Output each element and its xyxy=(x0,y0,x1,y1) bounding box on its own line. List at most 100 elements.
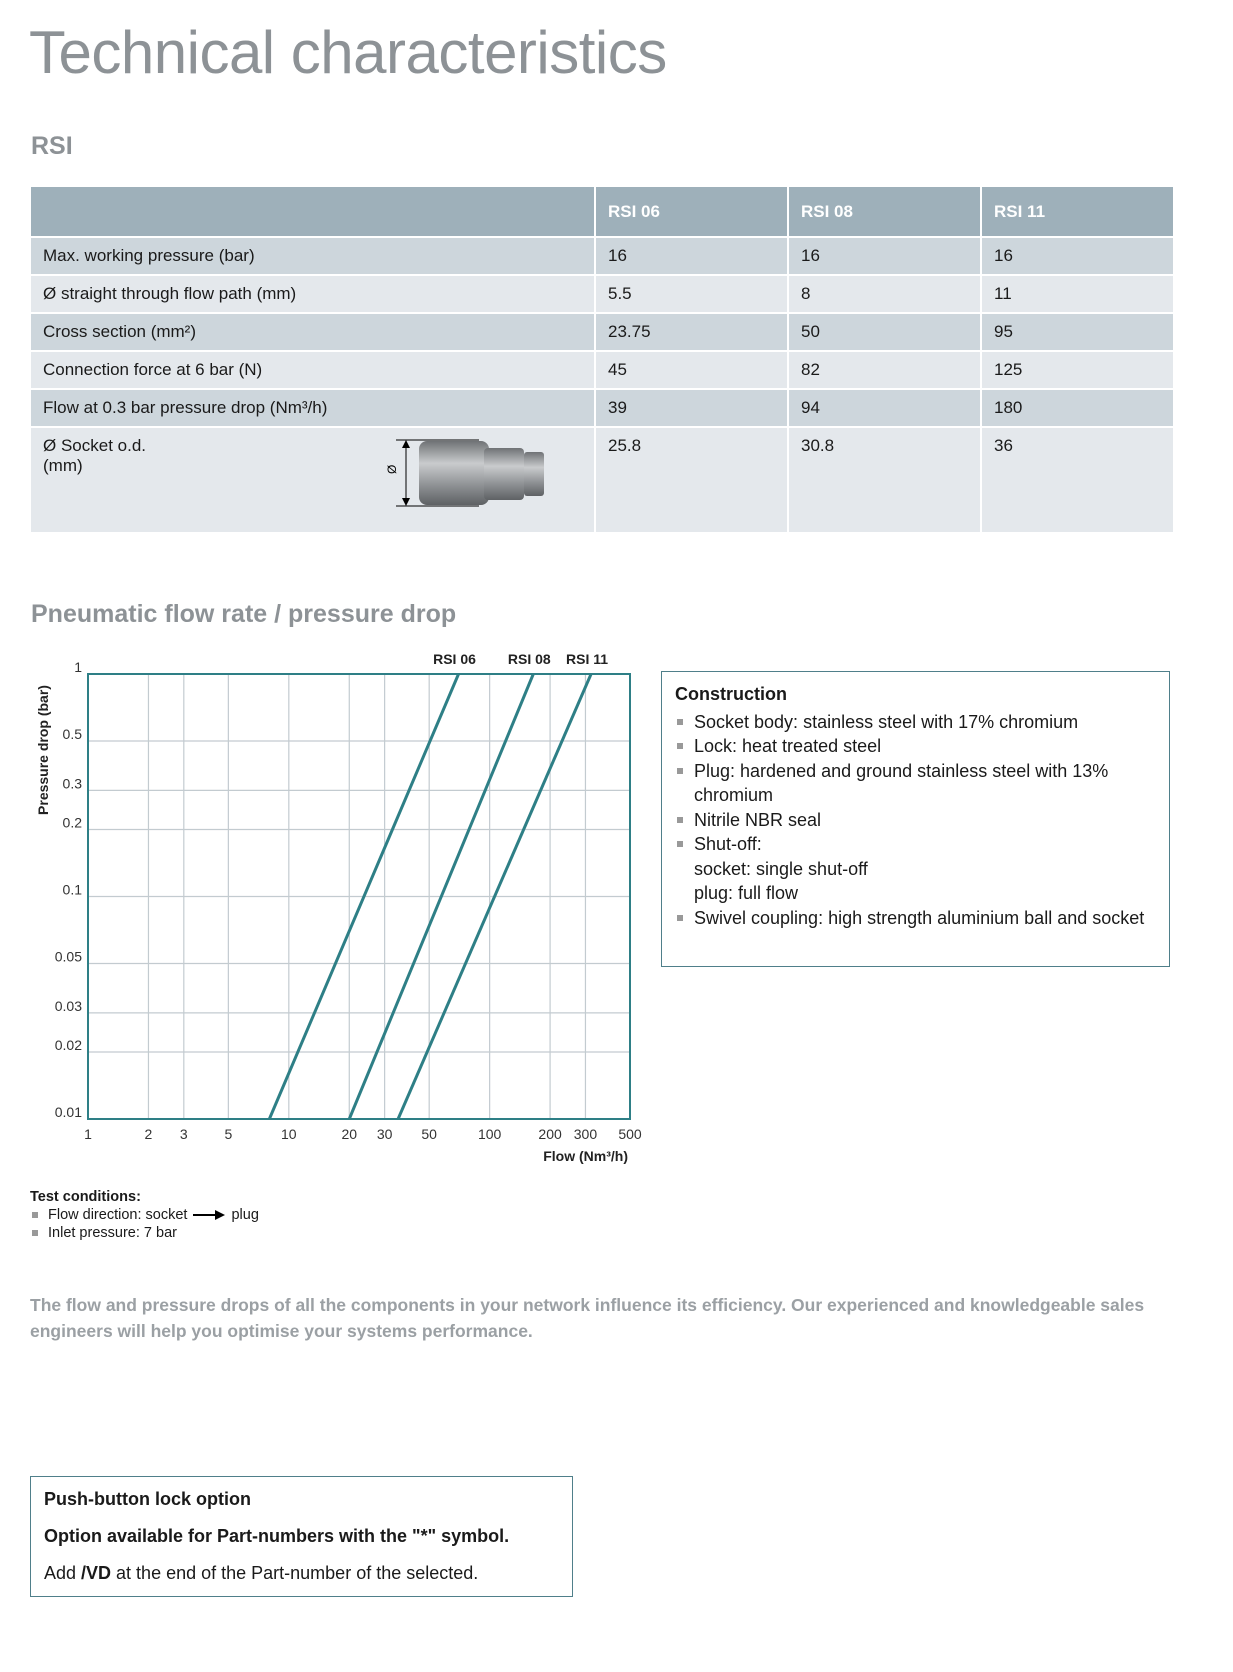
list-item: Swivel coupling: high strength aluminium… xyxy=(675,906,1156,931)
x-tick-label: 50 xyxy=(421,1126,437,1142)
label-cell: Max. working pressure (bar) xyxy=(31,236,595,275)
series-label: RSI 11 xyxy=(566,651,608,667)
label-cell: Cross section (mm²) xyxy=(31,312,595,351)
socket-label-1: Ø Socket o.d. xyxy=(43,436,146,455)
header-cell: RSI 06 xyxy=(594,187,788,237)
table-row: Ø straight through flow path (mm) 5.5 8 11 xyxy=(31,274,1173,313)
list-item: Plug: hardened and ground stainless stee… xyxy=(675,759,1156,808)
y-tick-label: 0.3 xyxy=(63,775,83,791)
series-label: RSI 08 xyxy=(508,651,551,667)
y-tick-label: 0.02 xyxy=(55,1037,82,1053)
label-cell: Ø Socket o.d. (mm) Ø xyxy=(31,426,595,532)
value-cell: 82 xyxy=(787,350,981,389)
y-tick-label: 0.5 xyxy=(63,726,83,742)
list-item: Shut-off: xyxy=(675,832,1156,857)
x-axis-label: Flow (Nm³/h) xyxy=(543,1148,628,1164)
table-row: Flow at 0.3 bar pressure drop (Nm³/h) 39 9… xyxy=(31,388,1173,427)
series-label: RSI 06 xyxy=(433,651,476,667)
y-tick-label: 0.03 xyxy=(55,998,82,1014)
label-cell: Connection force at 6 bar (N) xyxy=(31,350,595,389)
y-tick-label: 0.05 xyxy=(55,948,82,964)
value-cell: 16 xyxy=(594,236,788,275)
text: at the end of the Part-number of the sel… xyxy=(111,1563,479,1583)
push-button-instructions: Add /VD at the end of the Part-number of… xyxy=(44,1563,559,1584)
svg-text:Ø: Ø xyxy=(385,465,399,474)
table-row: Max. working pressure (bar) 16 16 16 xyxy=(31,236,1173,275)
value-cell: 125 xyxy=(980,350,1173,389)
value-cell: 30.8 xyxy=(787,426,981,532)
value-cell: 16 xyxy=(980,236,1173,275)
header-cell xyxy=(31,187,595,237)
table-row: Ø Socket o.d. (mm) Ø 25.8 30.8 36 xyxy=(31,426,1173,532)
list-item: Inlet pressure: 7 bar xyxy=(30,1224,259,1242)
push-button-box: Push-button lock option Option available… xyxy=(30,1476,573,1597)
push-button-title: Push-button lock option xyxy=(44,1489,251,1509)
page-title: Technical characteristics xyxy=(29,19,667,86)
list-item: socket: single shut-off xyxy=(694,858,868,879)
efficiency-note: The flow and pressure drops of all the c… xyxy=(30,1295,1145,1341)
x-tick-label: 1 xyxy=(84,1126,92,1142)
value-cell: 50 xyxy=(787,312,981,351)
list-item: plug: full flow xyxy=(694,883,799,903)
label-cell: Flow at 0.3 bar pressure drop (Nm³/h) xyxy=(31,388,595,427)
header-cell: RSI 11 xyxy=(980,187,1173,237)
list-item: Socket body: stainless steel with 17% ch… xyxy=(675,710,1156,735)
value-cell: 180 xyxy=(980,388,1173,427)
value-cell: 95 xyxy=(980,312,1173,351)
series-line-rsi-06 xyxy=(267,673,460,1120)
x-tick-label: 3 xyxy=(180,1126,188,1142)
socket-label-2: (mm) xyxy=(43,456,83,475)
header-cell: RSI 08 xyxy=(787,187,981,237)
test-conditions: Test conditions: Flow direction: socket … xyxy=(30,1188,259,1242)
series-line-rsi-08 xyxy=(347,673,535,1120)
value-cell: 8 xyxy=(787,274,981,313)
value-cell: 16 xyxy=(787,236,981,275)
socket-image: Ø xyxy=(385,439,544,507)
x-tick-label: 20 xyxy=(341,1126,357,1142)
series-line-rsi-11 xyxy=(396,673,593,1120)
value-cell: 94 xyxy=(787,388,981,427)
y-tick-label: 0.01 xyxy=(55,1104,82,1120)
value-cell: 39 xyxy=(594,388,788,427)
x-tick-label: 200 xyxy=(538,1126,562,1142)
x-tick-label: 30 xyxy=(377,1126,393,1142)
part-code: /VD xyxy=(81,1563,112,1583)
value-cell: 36 xyxy=(980,426,1173,532)
flow-direction-text: Flow direction: socket xyxy=(48,1207,188,1223)
y-tick-label: 0.2 xyxy=(63,815,83,831)
list-item: Flow direction: socket plug xyxy=(30,1206,259,1224)
value-cell: 5.5 xyxy=(594,274,788,313)
x-tick-label: 5 xyxy=(224,1126,232,1142)
push-button-availability: Option available for Part-numbers with t… xyxy=(44,1526,510,1546)
y-tick-label: 1 xyxy=(74,659,82,675)
table-header-row: RSI 06 RSI 08 RSI 11 xyxy=(31,187,1173,237)
x-tick-label: 100 xyxy=(478,1126,502,1142)
label-cell: Ø straight through flow path (mm) xyxy=(31,274,595,313)
specs-table: RSI 06 RSI 08 RSI 11 Max. working pressu… xyxy=(31,187,1173,532)
value-cell: 25.8 xyxy=(594,426,788,532)
list-item: Nitrile NBR seal xyxy=(675,808,1156,833)
value-cell: 11 xyxy=(980,274,1173,313)
arrow-right-icon xyxy=(193,1210,226,1221)
x-tick-label: 500 xyxy=(618,1126,642,1142)
value-cell: 45 xyxy=(594,350,788,389)
test-conditions-title: Test conditions: xyxy=(30,1189,141,1205)
y-axis-label: Pressure drop (bar) xyxy=(35,685,51,815)
plot-frame xyxy=(87,673,631,1120)
table-row: Cross section (mm²) 23.75 50 95 xyxy=(31,312,1173,351)
x-tick-label: 10 xyxy=(281,1126,297,1142)
construction-box: Construction Socket body: stainless stee… xyxy=(661,671,1170,967)
text: Add xyxy=(44,1563,82,1583)
chart-title: Pneumatic flow rate / pressure drop xyxy=(31,600,457,628)
section-title: RSI xyxy=(31,132,73,160)
list-item: Lock: heat treated steel xyxy=(675,734,1156,759)
construction-title: Construction xyxy=(675,684,787,704)
x-tick-label: 2 xyxy=(145,1126,153,1142)
construction-list: Socket body: stainless steel with 17% ch… xyxy=(675,710,1156,931)
x-tick-label: 300 xyxy=(574,1126,598,1142)
flow-direction-target: plug xyxy=(231,1207,259,1223)
table-row: Connection force at 6 bar (N) 45 82 125 xyxy=(31,350,1173,389)
y-tick-label: 0.1 xyxy=(63,882,83,898)
value-cell: 23.75 xyxy=(594,312,788,351)
